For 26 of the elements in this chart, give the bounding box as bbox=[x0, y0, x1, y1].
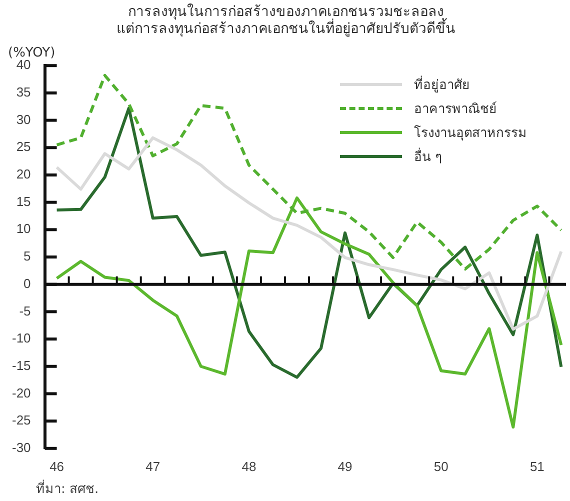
y-tick-label: 30 bbox=[16, 112, 31, 127]
x-tick-label: 49 bbox=[338, 458, 352, 474]
y-tick-label: -5 bbox=[19, 303, 31, 318]
y-tick-label: 25 bbox=[16, 139, 31, 154]
x-tick-label: 50 bbox=[434, 458, 448, 474]
y-tick-label: 10 bbox=[16, 221, 31, 236]
y-tick-label: -20 bbox=[12, 385, 31, 400]
y-tick-label: -10 bbox=[12, 330, 31, 346]
x-tick-label: 47 bbox=[146, 458, 160, 474]
y-tick-label: 15 bbox=[16, 194, 31, 209]
y-tick-label: -25 bbox=[12, 412, 31, 428]
legend-label: อาคารพาณิชย์ bbox=[414, 100, 497, 118]
legend-label: ที่อยู่อาศัย bbox=[414, 74, 470, 94]
x-tick-label: 51 bbox=[530, 458, 544, 474]
y-tick-label: 5 bbox=[24, 248, 31, 264]
y-tick-label: -15 bbox=[12, 358, 31, 373]
x-tick-label: 46 bbox=[50, 458, 64, 474]
x-tick-label: 48 bbox=[242, 458, 256, 474]
legend-label: อื่น ๆ bbox=[414, 146, 442, 166]
chart-title: การลงทุนในการก่อสร้างของภาคเอกชนรวมชะลอลง แต่การลงทุนก่อสร้างภาคเอกชนในที่อยู่อาศัยปรับตัวดีขึ้น bbox=[116, 3, 456, 37]
y-tick-label: 0 bbox=[24, 276, 31, 291]
legend-label: โรงงานอุตสาหกรรม bbox=[414, 124, 527, 142]
y-tick-label: -30 bbox=[12, 440, 31, 455]
y-tick-label: 20 bbox=[16, 166, 31, 182]
text: ที่มา: สศช. bbox=[36, 478, 99, 499]
y-tick-label: 35 bbox=[16, 84, 31, 100]
